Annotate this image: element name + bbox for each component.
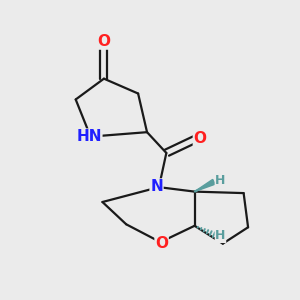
Text: H: H	[215, 230, 226, 242]
Text: O: O	[98, 34, 110, 49]
Polygon shape	[194, 182, 214, 192]
Text: H: H	[215, 174, 226, 187]
Text: HN: HN	[76, 129, 102, 144]
Text: N: N	[150, 179, 163, 194]
Polygon shape	[195, 179, 215, 192]
Text: O: O	[194, 131, 206, 146]
Text: O: O	[155, 236, 168, 251]
